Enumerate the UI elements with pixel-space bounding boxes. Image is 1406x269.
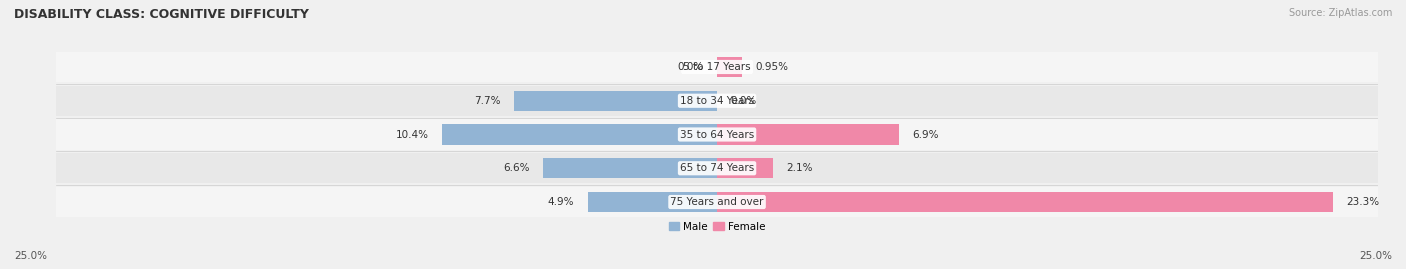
Text: 25.0%: 25.0% (14, 251, 46, 261)
Bar (717, 158, 772, 178)
Text: DISABILITY CLASS: COGNITIVE DIFFICULTY: DISABILITY CLASS: COGNITIVE DIFFICULTY (14, 8, 309, 21)
Bar (56, 52, 1378, 82)
Bar (56, 86, 1378, 116)
Bar (543, 158, 717, 178)
Text: 6.6%: 6.6% (503, 163, 530, 173)
Text: 4.9%: 4.9% (548, 197, 574, 207)
Text: 25.0%: 25.0% (1360, 251, 1392, 261)
Legend: Male, Female: Male, Female (665, 218, 769, 236)
Bar (717, 124, 900, 145)
Bar (56, 187, 1378, 217)
Text: 0.0%: 0.0% (730, 96, 756, 106)
Text: 10.4%: 10.4% (396, 129, 429, 140)
Text: 0.0%: 0.0% (678, 62, 704, 72)
Text: 7.7%: 7.7% (474, 96, 501, 106)
Text: 65 to 74 Years: 65 to 74 Years (681, 163, 754, 173)
Text: 2.1%: 2.1% (786, 163, 813, 173)
Bar (717, 57, 742, 77)
Bar (717, 192, 1333, 212)
Text: Source: ZipAtlas.com: Source: ZipAtlas.com (1288, 8, 1392, 18)
Text: 5 to 17 Years: 5 to 17 Years (683, 62, 751, 72)
Text: 18 to 34 Years: 18 to 34 Years (681, 96, 754, 106)
Bar (56, 153, 1378, 183)
Bar (56, 119, 1378, 150)
Bar (441, 124, 717, 145)
Text: 0.95%: 0.95% (755, 62, 789, 72)
Text: 23.3%: 23.3% (1346, 197, 1379, 207)
Bar (513, 91, 717, 111)
Text: 75 Years and over: 75 Years and over (671, 197, 763, 207)
Text: 6.9%: 6.9% (912, 129, 939, 140)
Bar (588, 192, 717, 212)
Text: 35 to 64 Years: 35 to 64 Years (681, 129, 754, 140)
